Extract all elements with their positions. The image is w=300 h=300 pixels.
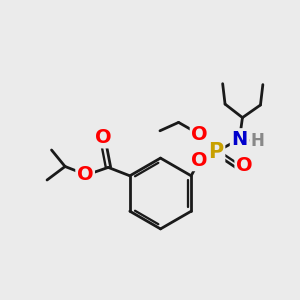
Text: O: O xyxy=(191,125,208,144)
Text: O: O xyxy=(236,156,253,175)
Text: O: O xyxy=(95,128,112,147)
Text: P: P xyxy=(208,142,224,162)
Text: O: O xyxy=(77,165,94,184)
Text: O: O xyxy=(191,151,208,170)
Text: N: N xyxy=(231,130,248,149)
Text: H: H xyxy=(250,132,264,150)
